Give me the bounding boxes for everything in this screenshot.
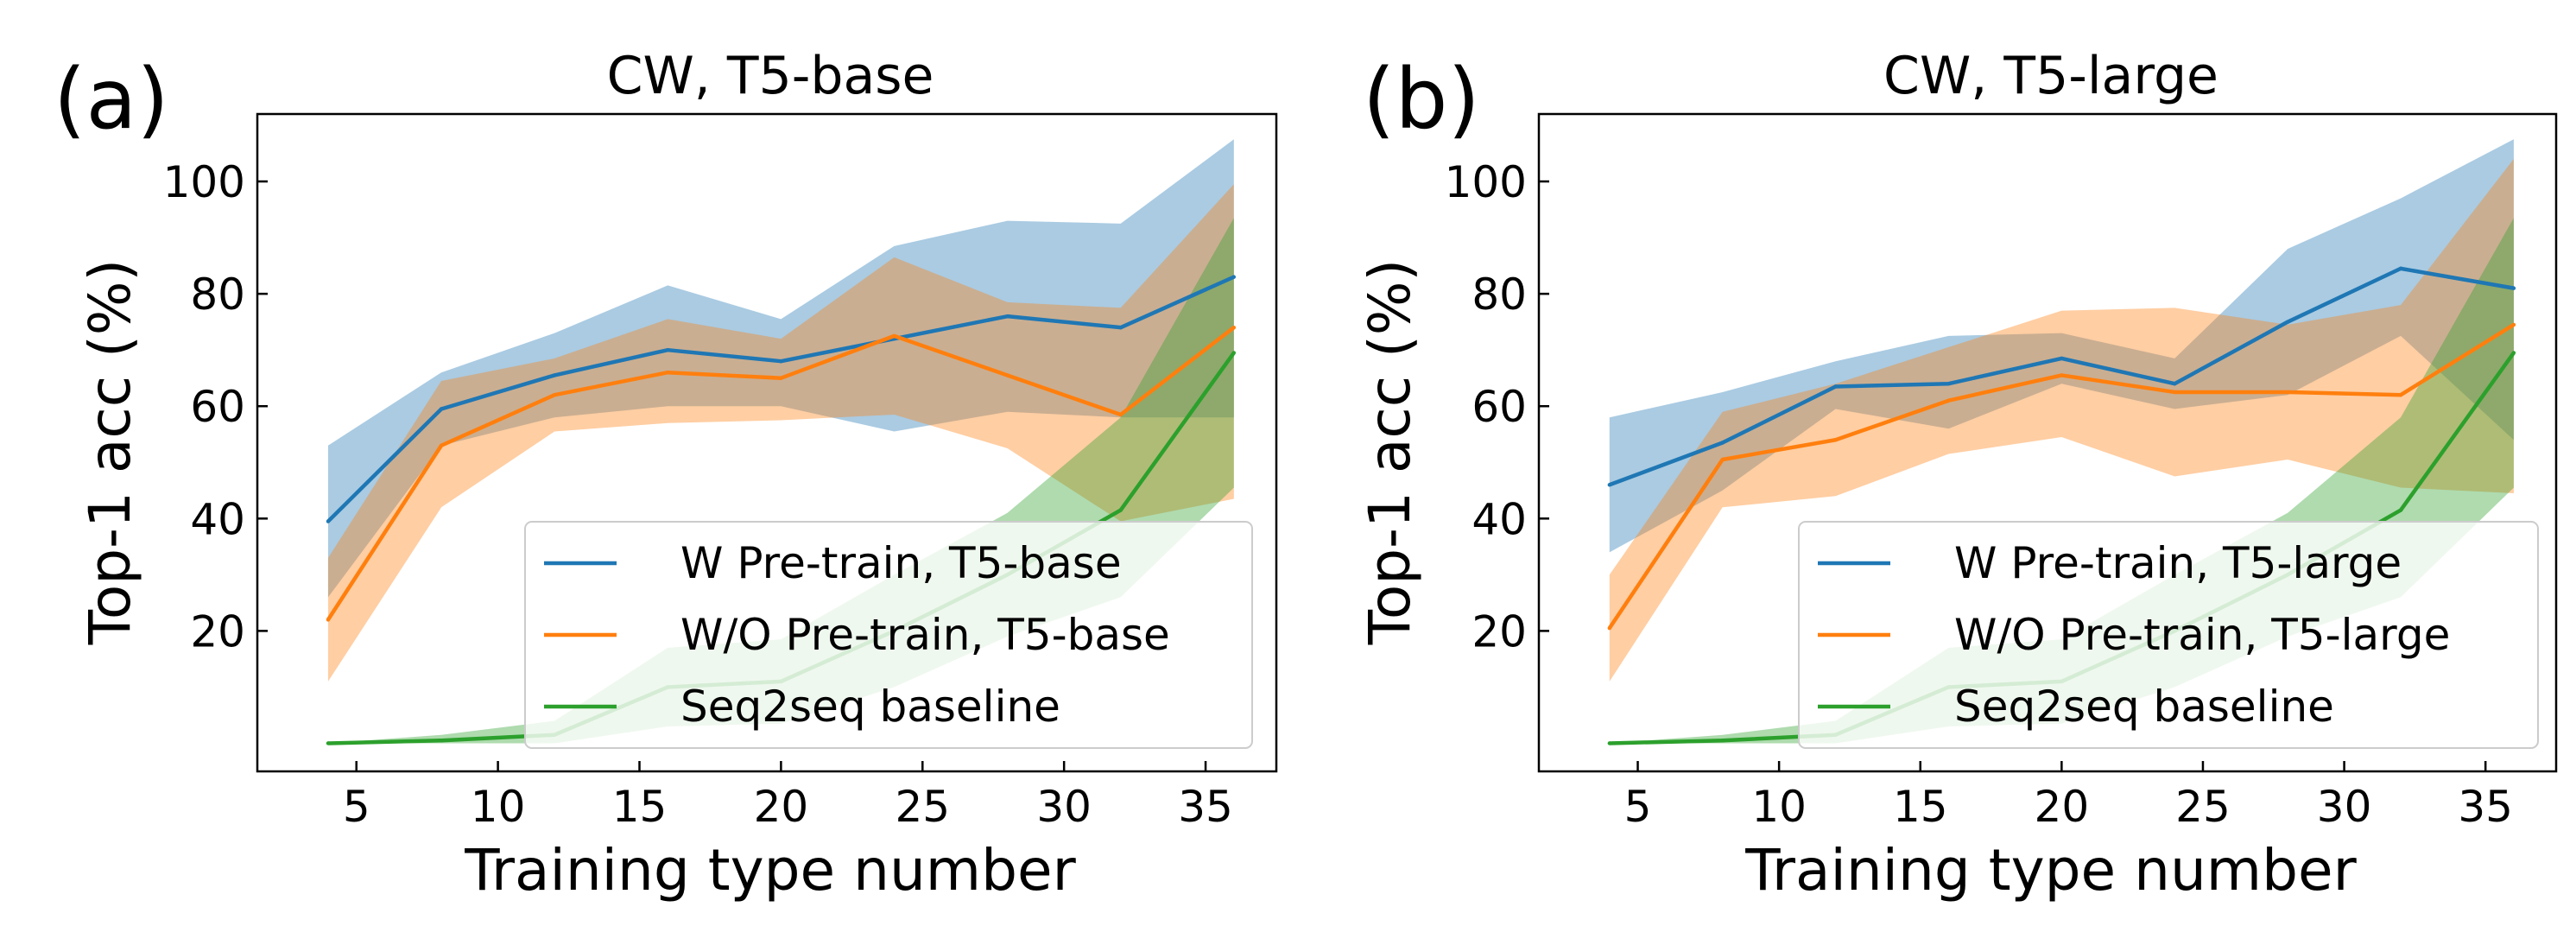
panel-b-point-blue [1720,441,1725,445]
panel-b-point-blue [1833,384,1838,389]
panel-a-point-blue [666,347,670,352]
panel-b-title: CW, T5-large [1883,46,2218,106]
panel-b-point-orange [2285,390,2290,395]
panel-b-point-orange [2511,322,2516,327]
panel-b-point-orange [1833,438,1838,442]
panel-b-point-blue [2173,382,2177,386]
panel-a-point-orange [552,393,557,397]
panel-a: (a) CW, T5-base Training type number Top… [54,46,1278,904]
panel-b-point-orange [2060,373,2064,377]
panel-a-point-blue [326,519,331,523]
panel-b-point-orange [1946,398,1951,403]
panel-a-x-tick-label: 35 [1178,782,1233,832]
panel-a-y-tick-label: 20 [190,606,245,656]
panel-a-x-tick-label: 10 [471,782,526,832]
panel-a-y-tick-label: 80 [190,270,245,320]
panel-a-point-orange [892,333,896,339]
panel-a-point-blue [552,373,557,377]
panel-b-x-tick-label: 35 [2458,782,2513,832]
panel-b-point-blue [1607,483,1612,487]
panel-a-x-tick-label: 20 [754,782,809,832]
panel-a-x-tick-label: 15 [612,782,668,832]
panel-a-x-tick-label: 30 [1036,782,1092,832]
panel-a-point-orange [666,370,670,375]
panel-a-point-green [1231,351,1237,355]
panel-a-plot-area: 5 10 15 20 25 30 35 20 40 60 80 100 W Pre-train, T5-… [163,112,1278,832]
panel-b-y-tick-label: 20 [1472,606,1527,656]
panel-b-point-orange [1607,625,1612,631]
panel-a-point-orange [439,443,444,447]
panel-a-x-tick-label: 25 [895,782,950,832]
panel-b-x-tick-label: 25 [2175,782,2231,832]
panel-b-x-tick-label: 5 [1624,782,1652,832]
panel-b-y-axis-label: Top-1 acc (%) [1357,259,1423,645]
panel-a-axes-frame [256,112,1278,773]
panel-a-point-blue [1231,275,1237,279]
panel-a-x-axis-label: Training type number [464,837,1076,904]
panel-b-band-blue [1609,139,2514,553]
panel-a-y-tick-label: 40 [190,494,245,544]
panel-b-label: (b) [1363,51,1480,148]
panel-b-band-orange [1609,159,2514,682]
panel-a-point-green [1118,508,1123,512]
panel-a-y-tick-label: 100 [163,157,245,207]
panel-b-point-orange [2398,393,2403,397]
panel-a-band-orange [327,184,1234,682]
panel-b-legend-label-blue: W Pre-train, T5-large [1954,538,2402,588]
panel-b-point-blue [1946,382,1951,386]
panel-a-x-tick-label: 5 [343,782,370,832]
panel-b-y-tick-label: 60 [1472,382,1527,432]
panel-a-point-orange [1118,412,1123,417]
panel-b-point-green [1607,741,1612,745]
panel-a-title: CW, T5-base [607,46,934,106]
panel-a-legend-label-orange: W/O Pre-train, T5-base [680,610,1170,660]
panel-a-y-axis-label: Top-1 acc (%) [77,259,143,645]
panel-a-point-orange [1231,325,1237,330]
panel-a-legend-label-green: Seq2seq baseline [680,682,1060,732]
panel-b-axes-frame [1537,112,2558,773]
panel-a-point-green [439,739,444,743]
panel-a-label: (a) [54,51,169,148]
panel-b-point-blue [2285,320,2290,324]
panel-b-point-blue [2060,356,2064,361]
panel-b-point-blue [2398,266,2403,271]
panel-b-x-axis-label: Training type number [1744,837,2357,904]
panel-a-legend-box [524,521,1253,749]
panel-a-band-blue [327,139,1234,598]
panel-b-x-tick-label: 10 [1751,782,1807,832]
panel-b-x-tick-label: 15 [1893,782,1948,832]
panel-a-point-green [326,741,331,745]
panel-b-y-tick-label: 40 [1472,494,1527,544]
panel-a-point-orange [326,618,331,622]
panel-b-point-blue [2511,286,2516,290]
panel-b-point-orange [1720,457,1725,462]
panel-b-point-green [1720,739,1725,743]
panel-a-legend-label-blue: W Pre-train, T5-base [680,538,1122,588]
panel-b-point-green [2398,508,2403,512]
panel-b: (b) CW, T5-large Training type number To… [1357,46,2558,904]
panel-a-point-blue [439,407,444,411]
panel-a-point-blue [1005,314,1010,319]
panel-a-legend: W Pre-train, T5-base W/O Pre-train, T5-ba… [524,521,1253,749]
panel-b-plot-area: 5 10 15 20 25 30 35 20 40 60 80 100 W Pre-train, T5-… [1445,112,2558,832]
panel-b-legend: W Pre-train, T5-large W/O Pre-train, T5-l… [1798,521,2539,749]
panel-b-x-tick-label: 30 [2317,782,2372,832]
panel-a-point-blue [1118,325,1123,330]
panel-a-y-tick-label: 60 [190,382,245,432]
panel-a-point-blue [779,358,783,364]
panel-b-point-green [2511,351,2516,355]
panel-b-legend-box [1798,521,2539,749]
panel-b-legend-label-green: Seq2seq baseline [1954,682,2334,732]
panel-a-point-orange [779,376,783,380]
panel-a-point-orange [1005,373,1010,377]
panel-b-y-tick-label: 100 [1445,157,1527,207]
panel-b-y-tick-label: 80 [1472,270,1527,320]
panel-b-x-tick-label: 20 [2035,782,2090,832]
panel-b-point-orange [2173,390,2177,395]
panel-b-legend-label-orange: W/O Pre-train, T5-large [1954,610,2450,660]
